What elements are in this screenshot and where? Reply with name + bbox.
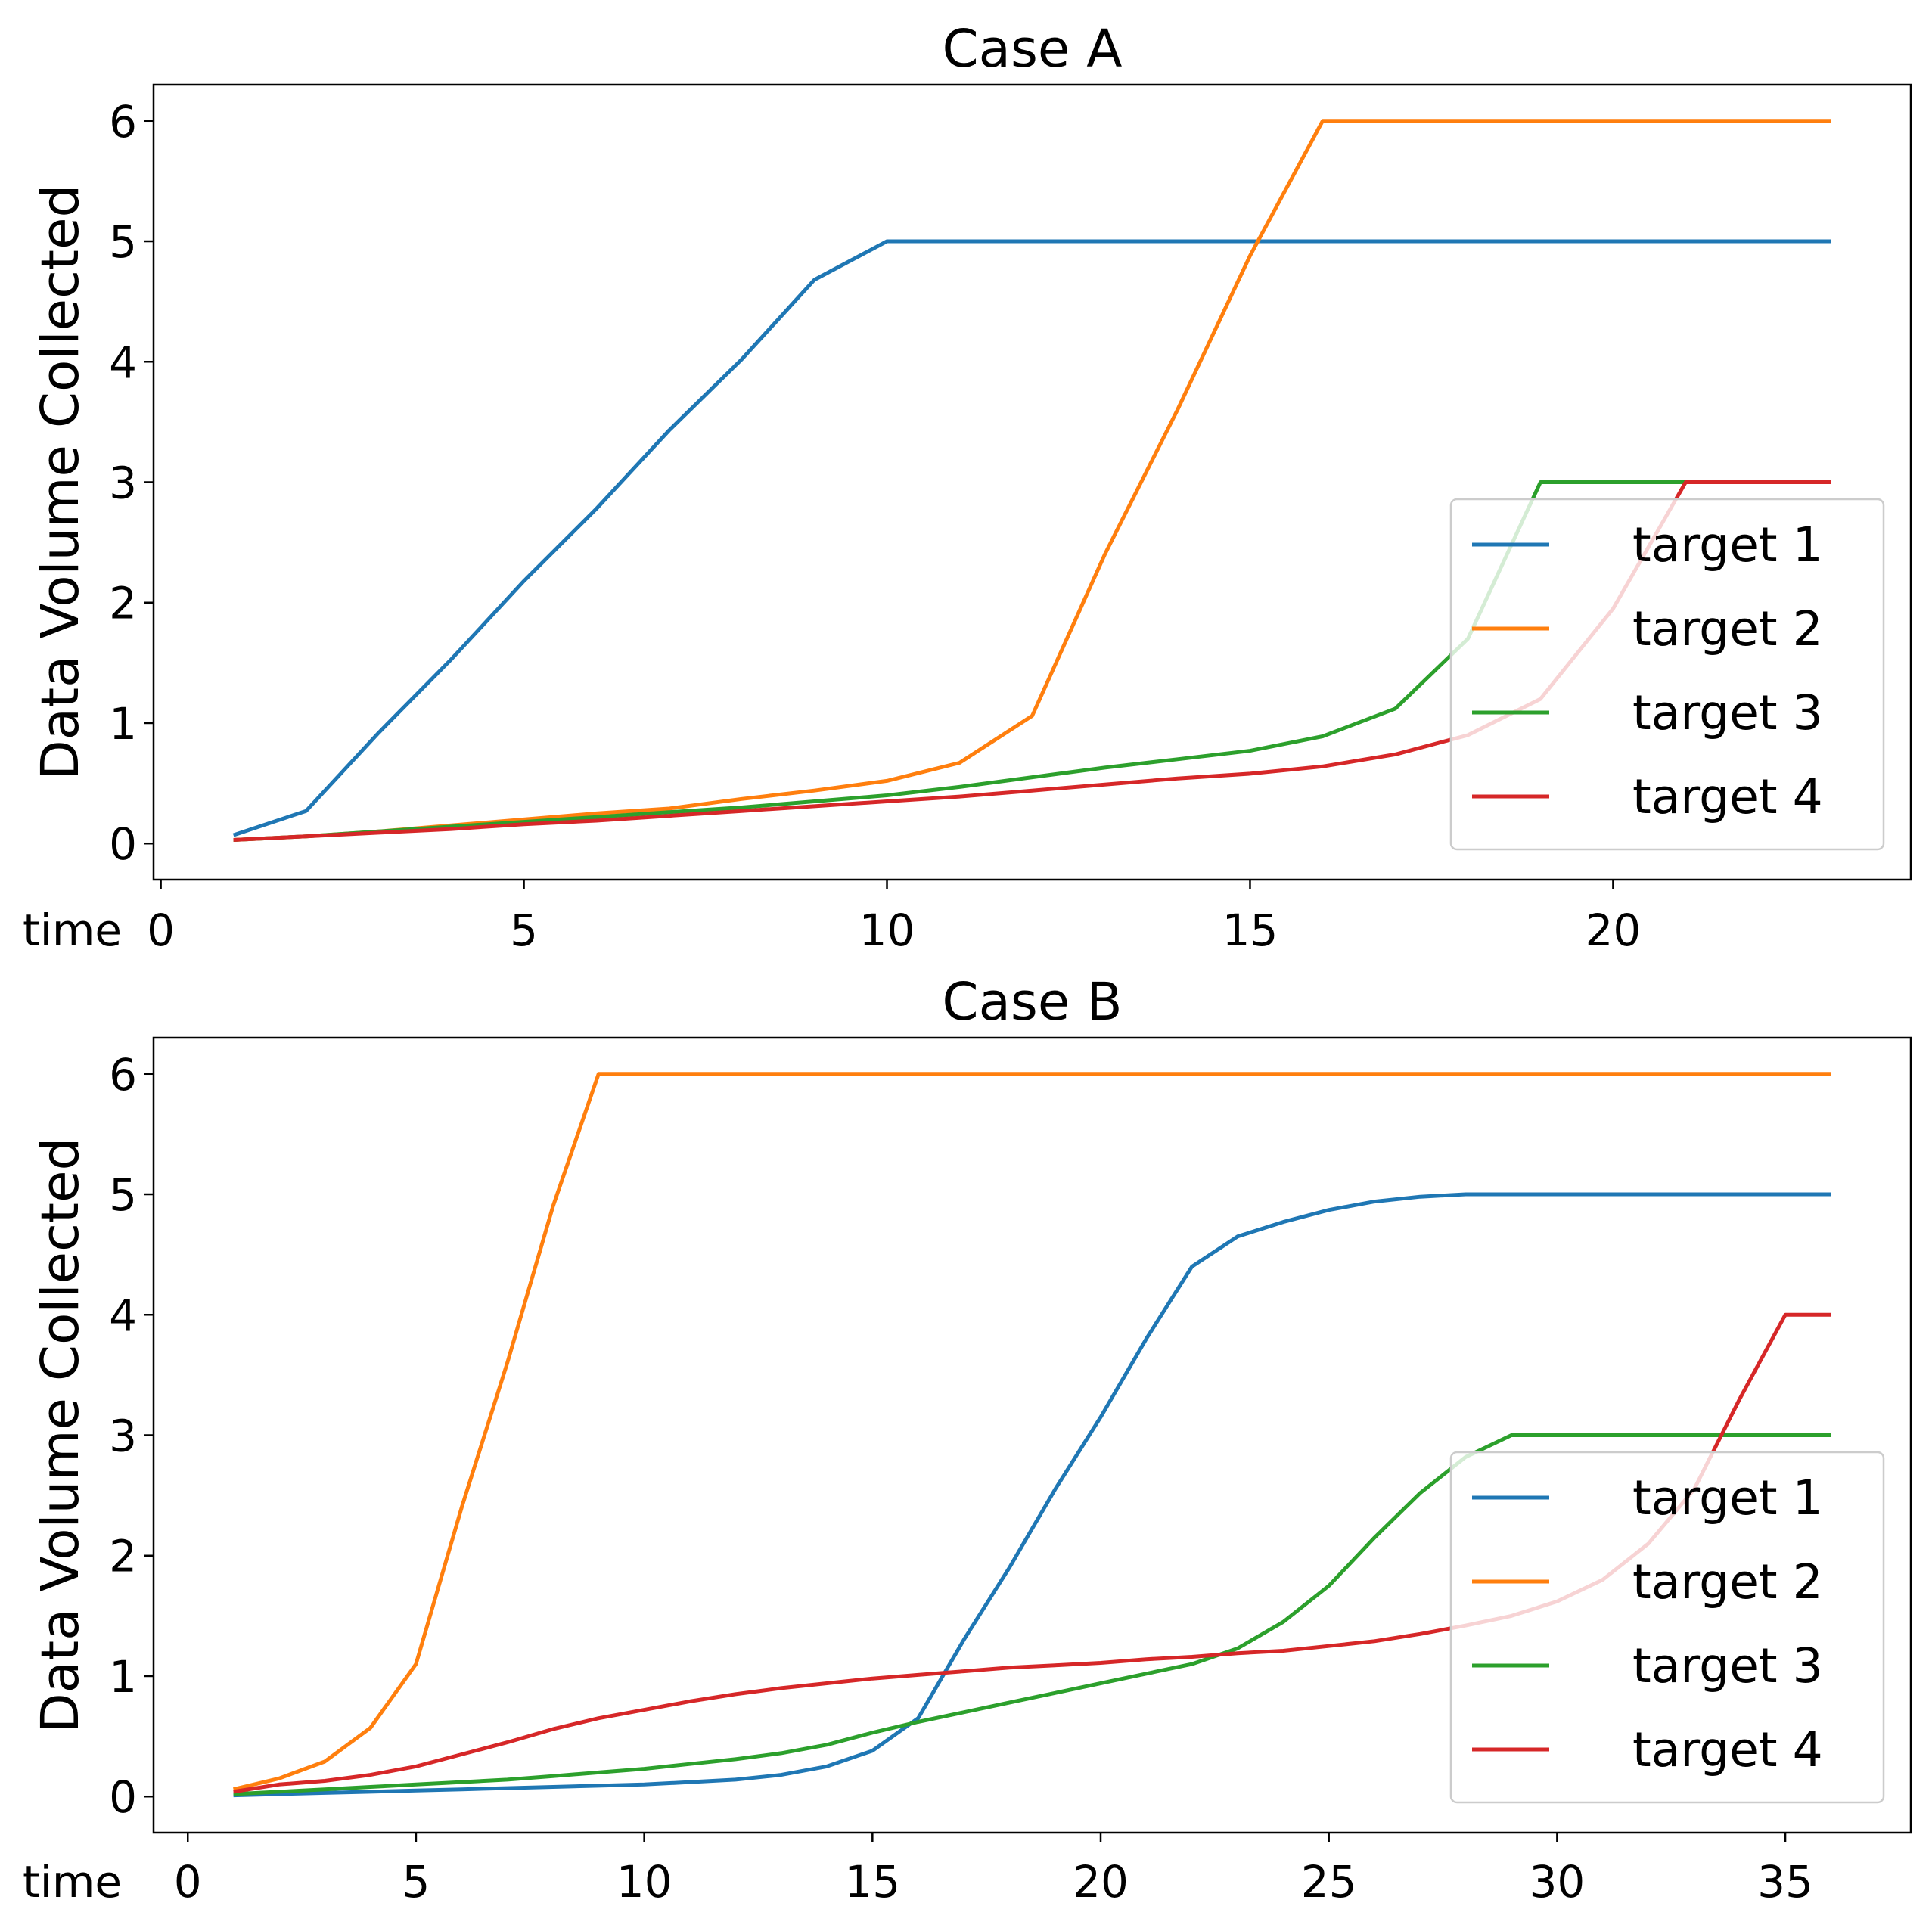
case-b-y-tick-label: 2 [109,1531,137,1582]
case-a-legend-box [1449,498,1885,851]
case-b-title: Case B [942,972,1122,1032]
case-b-x-tick-label: 35 [1757,1856,1813,1908]
case-a-legend-label: target 4 [1632,769,1823,824]
case-b-y-tick-label: 1 [109,1651,137,1703]
case-b-series-line-target-3 [233,1433,1831,1796]
case-b-legend-box [1449,1451,1885,1804]
case-a-y-tick-label: 1 [109,698,137,750]
case-b-x-axis-label: time [23,1856,122,1908]
case-b-x-tick-label: 0 [174,1856,202,1908]
case-a-series-line-target-2 [233,119,1831,842]
case-a-y-tick-label: 0 [109,818,137,870]
case-b-legend-label: target 4 [1632,1722,1823,1777]
case-a-legend: target 1 target 2 target 3 target 4 [1449,498,1885,851]
case-b-legend-label: target 3 [1632,1638,1823,1694]
case-b-x-tick-label: 5 [402,1856,430,1908]
case-a-x-tick-label: 10 [859,905,915,956]
case-b-y-tick-label: 4 [109,1290,137,1341]
case-b-series-line-target-1 [233,1192,1831,1798]
case-a-y-tick-label: 3 [109,458,137,509]
case-a-x-axis-label: time [23,905,122,956]
case-b-y-tick-label: 5 [109,1169,137,1221]
case-b-x-tick-label: 20 [1073,1856,1129,1908]
case-b-legend-label: target 2 [1632,1554,1823,1610]
case-a-legend-label: target 1 [1632,517,1823,573]
case-a-series-line-target-1 [232,239,1831,837]
case-b-chart: 0 5 10 15 20 25 30 35 0 1 2 3 4 5 6 time Data Volume Col… [23,972,1912,1908]
case-b-y-axis-label: Data Volume Collected [30,1138,91,1734]
case-a-series-line-target-3 [233,480,1831,842]
case-a-y-tick-label: 6 [109,96,137,147]
case-a-chart: 0 5 10 15 20 0 1 2 3 4 5 6 time Data Volume Collected… [23,19,1912,956]
case-a-title: Case A [943,19,1123,79]
case-b-y-tick-label: 0 [109,1771,137,1823]
case-b-x-tick-label: 15 [844,1856,900,1908]
case-a-x-tick-label: 5 [510,905,538,956]
case-a-y-tick-label: 5 [109,216,137,268]
case-b-series-line-target-2 [233,1072,1831,1792]
case-b-legend: target 1 target 2 target 3 target 4 [1449,1451,1885,1804]
case-b-legend-label: target 1 [1632,1470,1823,1526]
case-a-x-tick-label: 15 [1222,905,1278,956]
case-a-y-tick-label: 2 [109,578,137,629]
case-b-y-tick-label: 6 [109,1049,137,1101]
case-b-x-tick-label: 25 [1301,1856,1357,1908]
case-a-y-axis-label: Data Volume Collected [30,185,91,781]
case-a-x-tick-label: 0 [147,905,175,956]
case-b-x-tick-label: 30 [1529,1856,1585,1908]
case-a-legend-label: target 2 [1632,601,1823,657]
case-b-x-tick-label: 10 [617,1856,672,1908]
case-a-legend-label: target 3 [1632,685,1823,740]
case-a-x-tick-label: 20 [1586,905,1642,956]
case-b-y-tick-label: 3 [109,1411,137,1462]
case-a-y-tick-label: 4 [109,337,137,388]
